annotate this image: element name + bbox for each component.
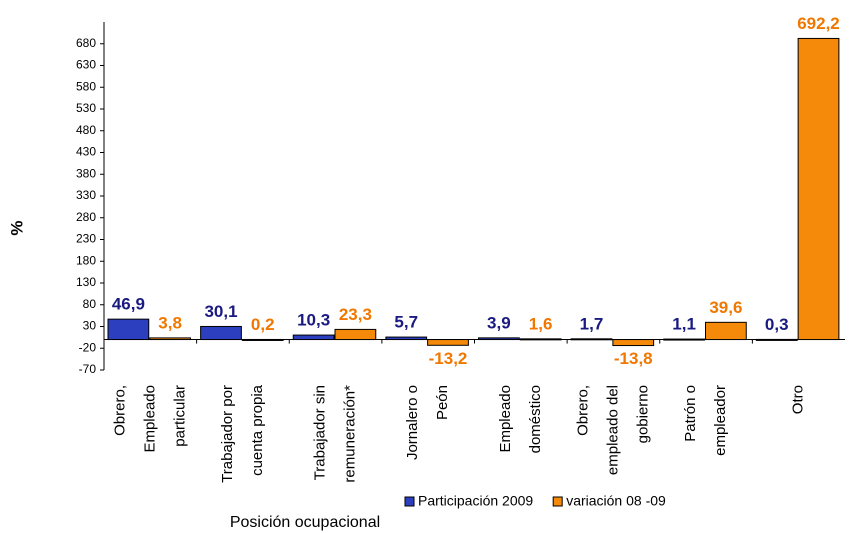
y-tick-label: 230 [76,232,96,246]
bar [755,338,798,341]
bar [107,318,150,341]
x-tick-label: Obrero, empleado del gobierno [574,385,651,475]
value-label: 30,1 [204,302,237,321]
y-tick-label: 130 [76,275,96,289]
x-tick-label: Trabajador sin remuneración* [312,385,359,483]
value-label: 10,3 [297,311,330,330]
y-tick-label: 330 [76,188,96,202]
y-tick-label: 580 [76,79,96,93]
y-tick-label: -20 [79,340,97,354]
bar [797,37,840,341]
bar [705,321,747,341]
legend-label: Participación 2009 [418,493,533,509]
value-label: 0,3 [765,315,789,334]
x-tick-label: Patrón o empleador [682,385,729,456]
y-tick-label: 680 [76,36,96,50]
bar [663,338,706,341]
bar [478,337,520,341]
value-label: 46,9 [112,295,145,314]
bar [292,334,335,341]
y-tick-label: 80 [83,297,97,311]
value-label: 3,8 [158,313,182,332]
value-label: 0,2 [251,315,275,334]
legend-swatch [404,496,415,507]
legend-label: variación 08 -09 [566,493,666,509]
y-tick-label: 380 [76,166,96,180]
bar [241,338,284,341]
y-tick-label: 480 [76,123,96,137]
y-axis-title: % [7,220,26,235]
value-label: 1,7 [580,314,604,333]
x-tick-label: Otro [790,385,807,414]
x-tick-label: Obrero, Empleado particular [111,385,188,453]
x-tick-label: Jornalero o Peón [404,385,451,460]
y-tick-label: 280 [76,210,96,224]
bar [385,336,428,341]
bar [519,338,562,341]
value-label: 5,7 [394,313,418,332]
value-label: -13,2 [429,349,468,368]
y-tick-label: 30 [83,319,97,333]
x-tick-label: Trabajador por cuenta propia [219,384,266,482]
value-label: 23,3 [339,305,372,324]
value-label: 692,2 [797,14,840,33]
x-axis-title: Posición ocupacional [230,514,380,531]
value-label: 1,6 [529,314,553,333]
bar [200,325,242,341]
bar [149,337,192,341]
bar [570,338,613,341]
value-label: 39,6 [709,298,742,317]
value-label: 1,1 [672,315,696,334]
y-tick-label: -70 [79,362,97,376]
bar [427,339,469,346]
value-label: -13,8 [614,349,653,368]
value-label: 3,9 [487,313,511,332]
legend-swatch [552,496,563,507]
x-tick-label: Empleado doméstico [497,385,544,453]
y-tick-label: 180 [76,253,96,267]
bar [334,328,377,341]
y-tick-label: 530 [76,101,96,115]
bar [612,339,655,347]
y-tick-label: 430 [76,145,96,159]
y-tick-label: 630 [76,58,96,72]
